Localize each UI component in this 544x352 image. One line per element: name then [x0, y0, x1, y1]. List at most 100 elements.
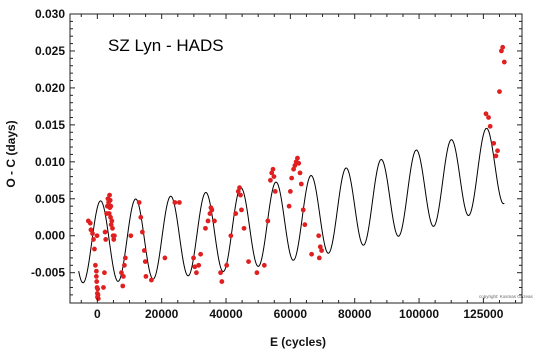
data-point — [239, 207, 244, 213]
data-point — [224, 262, 230, 268]
data-point — [209, 207, 215, 213]
data-point — [287, 188, 293, 194]
data-point — [94, 279, 100, 284]
y-tick-label: 0.025 — [35, 44, 65, 58]
data-point — [268, 177, 273, 183]
data-point — [119, 270, 124, 276]
data-point — [102, 270, 107, 276]
data-point — [95, 296, 101, 301]
data-point — [194, 270, 199, 276]
data-point — [88, 227, 94, 233]
data-point — [143, 273, 149, 279]
data-point — [497, 89, 502, 95]
data-point — [212, 218, 217, 224]
data-point — [93, 273, 99, 279]
data-point — [90, 231, 95, 236]
data-point — [141, 248, 147, 253]
chart-annotation: SZ Lyn - HADS — [108, 36, 224, 55]
data-point — [107, 197, 113, 203]
data-point — [238, 192, 243, 198]
data-point — [495, 148, 500, 154]
y-tick-label: 0.010 — [35, 155, 65, 169]
y-tick-label: 0.030 — [35, 7, 65, 21]
data-point — [121, 262, 127, 268]
data-point — [241, 225, 247, 231]
data-point — [196, 262, 202, 268]
data-point — [291, 166, 296, 172]
data-point — [191, 255, 196, 261]
data-point — [265, 218, 271, 224]
data-point — [254, 270, 260, 276]
data-point — [207, 211, 213, 216]
data-point — [316, 233, 322, 239]
data-point — [128, 233, 134, 239]
data-point — [139, 229, 145, 235]
data-point — [108, 222, 114, 228]
data-point — [112, 233, 117, 239]
data-point — [501, 59, 507, 65]
data-point — [95, 286, 101, 292]
data-point — [95, 292, 101, 298]
data-point — [316, 255, 322, 261]
data-point — [110, 225, 115, 231]
data-point — [122, 255, 128, 261]
data-point — [487, 123, 493, 129]
data-point — [319, 248, 324, 253]
data-point — [493, 153, 499, 159]
data-point — [121, 273, 126, 279]
data-point — [205, 218, 211, 224]
y-tick-label: 0.005 — [35, 192, 65, 206]
x-tick-label: 60000 — [274, 307, 308, 321]
y-tick-label: 0.000 — [35, 229, 65, 243]
data-point — [289, 175, 295, 181]
data-point — [296, 160, 302, 166]
data-point — [246, 259, 251, 265]
data-point — [261, 262, 267, 268]
data-point — [499, 48, 504, 54]
data-point — [198, 251, 204, 257]
data-point — [192, 264, 198, 270]
data-point — [233, 211, 239, 216]
data-point — [270, 166, 276, 172]
data-point — [94, 233, 100, 239]
x-tick-label: 0 — [94, 307, 101, 321]
data-point — [107, 192, 112, 198]
data-point — [483, 111, 489, 117]
data-point — [176, 200, 182, 205]
data-point — [109, 218, 115, 224]
data-point — [271, 174, 277, 180]
copyright-note: copyright: Kosmas Gazeas — [479, 294, 534, 299]
data-point — [309, 251, 314, 257]
data-point — [120, 283, 126, 289]
data-point — [500, 44, 506, 50]
x-axis-title: E (cycles) — [270, 335, 326, 349]
data-point — [93, 262, 98, 268]
data-point — [142, 259, 148, 265]
data-point — [491, 140, 497, 146]
data-point — [108, 203, 114, 209]
data-point — [298, 181, 304, 187]
data-point — [106, 211, 112, 216]
data-point — [138, 214, 144, 220]
data-point — [87, 220, 93, 226]
data-point — [317, 244, 323, 250]
data-point — [103, 237, 109, 242]
data-point — [102, 229, 108, 235]
x-tick-label: 20000 — [145, 307, 179, 321]
data-point — [148, 277, 154, 283]
data-point — [235, 188, 241, 194]
data-point — [292, 163, 298, 168]
data-point — [486, 115, 491, 120]
data-point — [203, 225, 208, 231]
y-tick-label: -0.005 — [31, 266, 65, 280]
y-tick-label: 0.020 — [35, 81, 65, 95]
data-point — [219, 279, 225, 284]
data-point — [93, 268, 99, 274]
data-point — [286, 203, 292, 209]
x-tick-label: 100000 — [399, 307, 439, 321]
data-point — [136, 200, 142, 205]
data-point — [237, 185, 242, 191]
data-point — [92, 246, 97, 252]
